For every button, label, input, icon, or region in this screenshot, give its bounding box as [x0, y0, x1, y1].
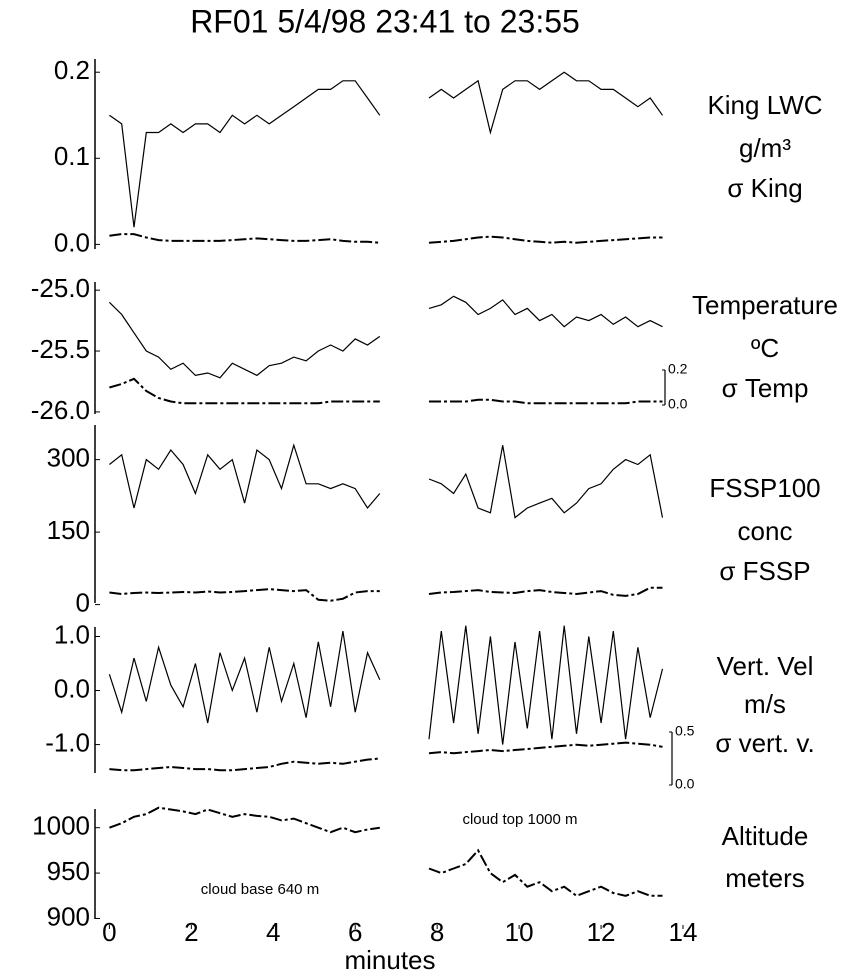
x-tick-label: 10	[505, 917, 534, 947]
y-tick-label: 0	[76, 587, 90, 617]
y-tick-label: -26.0	[31, 395, 90, 425]
data-line	[109, 806, 663, 897]
panel-label: Vert. Vel	[717, 651, 814, 681]
panel-label: Temperature	[692, 290, 838, 320]
x-axis-label: minutes	[344, 945, 435, 975]
panel-label: g/m³	[739, 133, 791, 163]
data-line	[108, 295, 663, 379]
y-tick-label: 1.0	[54, 619, 90, 649]
data-line	[109, 377, 663, 405]
panel-label: meters	[725, 863, 804, 893]
panel-label: σ vert. v.	[715, 728, 814, 758]
y-tick-label: -25.0	[31, 273, 90, 303]
x-tick-label: 8	[430, 917, 444, 947]
x-tick-label: 12	[587, 917, 616, 947]
y2-tick-label: 0.0	[675, 776, 695, 792]
data-line	[108, 625, 664, 745]
y-tick-label: -1.0	[45, 727, 90, 757]
panel-label: σ FSSP	[719, 556, 810, 586]
y-tick-label: 0.0	[54, 673, 90, 703]
y-tick-label: 300	[47, 443, 90, 473]
x-tick-label: 0	[102, 917, 116, 947]
data-line	[109, 586, 663, 602]
x-tick-label: 14	[669, 917, 698, 947]
x-tick-label: 4	[266, 917, 280, 947]
panel-label: m/s	[744, 689, 786, 719]
y-tick-label: -25.5	[31, 334, 90, 364]
y-tick-label: 0.2	[54, 55, 90, 85]
annotation: cloud top 1000 m	[462, 811, 577, 828]
y-tick-label: 150	[47, 515, 90, 545]
panel-label: King LWC	[707, 90, 822, 120]
y-tick-label: 0.0	[54, 227, 90, 257]
panel-label: σ Temp	[722, 373, 809, 403]
chart-title: RF01 5/4/98 23:41 to 23:55	[190, 3, 580, 39]
y2-tick-label: 0.2	[668, 361, 688, 377]
x-tick-label: 2	[184, 917, 198, 947]
data-line	[109, 71, 663, 228]
y-tick-label: 950	[47, 856, 90, 886]
y2-tick-label: 0.5	[675, 723, 695, 739]
annotation: cloud base 640 m	[201, 881, 319, 898]
data-line	[109, 443, 664, 519]
y-tick-label: 1000	[32, 811, 90, 841]
y-tick-label: 900	[47, 901, 90, 931]
x-tick-label: 6	[348, 917, 362, 947]
y-tick-label: 0.1	[54, 141, 90, 171]
panel-label: Altitude	[722, 821, 809, 851]
panel-label: ºC	[751, 333, 779, 363]
data-line	[109, 233, 663, 244]
panel-label: σ King	[727, 173, 802, 203]
panel-label: FSSP100	[709, 473, 820, 503]
panel-label: conc	[738, 516, 793, 546]
y2-tick-label: 0.0	[668, 396, 688, 412]
data-line	[109, 741, 663, 772]
